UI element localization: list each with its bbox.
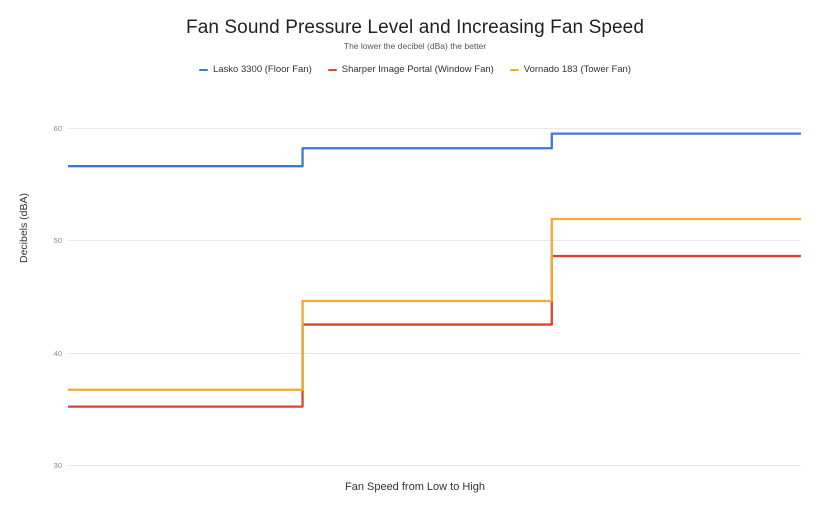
legend-item-label: Lasko 3300 (Floor Fan)	[212, 64, 312, 75]
legend-swatch-icon	[327, 68, 337, 71]
plot-area	[68, 128, 801, 466]
legend-item[interactable]: Vornado 183 (Tower Fan)	[509, 64, 631, 75]
gridline	[68, 128, 801, 129]
y-axis-tick-label: 50	[53, 236, 62, 246]
legend-item[interactable]: Sharper Image Portal (Window Fan)	[327, 64, 494, 75]
y-axis-title: Decibels (dBA)	[18, 192, 30, 264]
gridline	[68, 240, 801, 242]
y-axis-tick-label: 30	[53, 461, 62, 470]
gridline	[68, 352, 801, 354]
legend-item-label: Sharper Image Portal (Window Fan)	[341, 64, 494, 75]
series-line[interactable]	[68, 254, 801, 408]
chart-subtitle: The lower the decibel (dBa) the better	[343, 41, 487, 51]
legend-item[interactable]: Lasko 3300 (Floor Fan)	[198, 64, 312, 75]
series-line[interactable]	[68, 217, 801, 391]
chart-legend: Lasko 3300 (Floor Fan) Sharper Image Port…	[0, 64, 830, 75]
legend-item-label: Vornado 183 (Tower Fan)	[523, 64, 631, 75]
y-axis-tick-label: 40	[53, 348, 62, 358]
series-lines	[68, 132, 801, 408]
x-axis-title: Fan Speed from Low to High	[344, 481, 486, 493]
legend-swatch-icon	[509, 68, 519, 71]
chart-title: Fan Sound Pressure Level and Increasing …	[185, 17, 645, 38]
gridline	[68, 465, 801, 466]
legend-swatch-icon	[198, 68, 208, 71]
y-axis-tick-label: 60	[53, 124, 62, 133]
series-line[interactable]	[68, 132, 801, 168]
